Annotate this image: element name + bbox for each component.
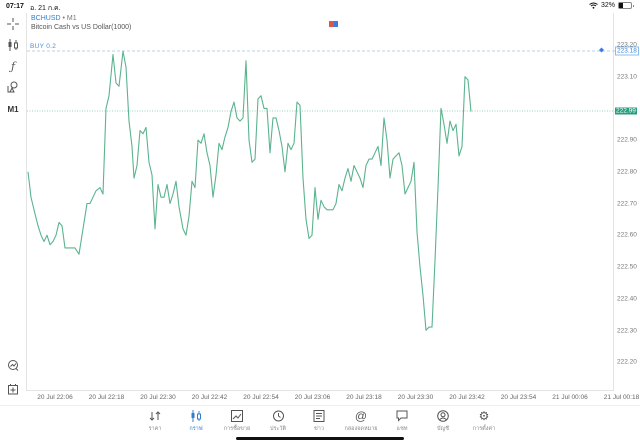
news-icon	[297, 409, 341, 423]
crosshair-icon[interactable]	[4, 15, 22, 33]
tab-label: กราฟ	[189, 426, 203, 432]
buy-marker-icon	[599, 47, 604, 53]
y-axis-label: 222.20	[617, 358, 637, 366]
settings-icon: ⚙	[478, 409, 490, 423]
price-series-line	[27, 50, 472, 331]
buy-position-label[interactable]: BUY 0.2	[30, 43, 57, 50]
x-axis-label: 20 Jul 23:06	[294, 394, 331, 401]
y-axis-label: 222.30	[617, 327, 637, 335]
trade-icon	[215, 409, 259, 423]
x-axis-label: 20 Jul 22:54	[243, 394, 279, 401]
x-axis-label: 21 Jul 00:06	[552, 394, 588, 401]
mailbox-icon: @	[354, 409, 368, 423]
x-axis-label: 20 Jul 22:06	[37, 394, 73, 401]
tab-trade[interactable]: การซื้อขาย	[215, 409, 259, 433]
chart-zoom-icon[interactable]	[4, 356, 22, 374]
tab-chart[interactable]: กราฟ	[174, 409, 218, 433]
x-axis-label: 21 Jul 00:18	[603, 394, 640, 401]
y-axis-label: 223.20	[617, 41, 637, 49]
symbol-header[interactable]: BCHUSD • M1	[31, 15, 77, 22]
time-axis[interactable]: 20 Jul 22:06 20 Jul 22:18 20 Jul 22:30 20 J…	[26, 392, 640, 404]
history-icon	[256, 409, 300, 423]
y-axis-label: 222.70	[617, 200, 637, 208]
home-indicator[interactable]	[236, 437, 404, 440]
tab-label: กล่องจดหมาย	[344, 426, 378, 432]
objects-icon[interactable]	[4, 78, 22, 96]
timeframe-button[interactable]: M1	[7, 104, 19, 114]
x-axis-label: 20 Jul 22:18	[88, 394, 125, 401]
add-chart-icon[interactable]	[4, 380, 22, 398]
status-bar: 07:17 อ. 21 ก.ค. 32%	[0, 0, 640, 13]
tab-label: บัญชี	[437, 426, 449, 432]
tab-label: ราคา	[148, 426, 162, 432]
y-axis-label: 222.80	[617, 168, 637, 176]
symbol-name: BCHUSD	[31, 15, 61, 22]
chat-icon	[380, 409, 424, 423]
price-axis[interactable]: 223.18 222.99 223.20 223.10 222.90 222.80 22…	[614, 13, 640, 391]
tab-label: แชท	[396, 426, 408, 432]
market-hours-icon[interactable]	[329, 21, 338, 27]
x-axis-label: 20 Jul 23:54	[500, 394, 537, 401]
tab-label: ข่าว	[314, 426, 324, 432]
x-axis-label: 20 Jul 22:42	[191, 394, 228, 401]
tab-account[interactable]: บัญชี	[421, 409, 465, 433]
status-time: 07:17	[6, 3, 24, 10]
status-date: อ. 21 ก.ค.	[30, 5, 61, 12]
candlestick-icon[interactable]	[4, 36, 22, 54]
buy-price-tag: 223.18	[615, 46, 639, 56]
x-axis-label: 20 Jul 23:30	[397, 394, 434, 401]
chart-icon	[174, 409, 218, 423]
x-axis-label: 20 Jul 23:18	[346, 394, 382, 401]
left-toolbar: ƒ M1	[0, 13, 26, 405]
symbol-description: Bitcoin Cash vs US Dollar(1000)	[31, 24, 132, 31]
account-icon	[421, 409, 465, 423]
x-axis-label: 20 Jul 22:30	[140, 394, 176, 401]
bottom-tab-bar: ราคา กราฟ การซื้อขาย ประวัติ ข่าว @ กล่อ…	[0, 405, 640, 447]
tab-news[interactable]: ข่าว	[297, 409, 341, 433]
tab-settings[interactable]: ⚙ การตั้งค่า	[462, 409, 506, 433]
y-axis-label: 222.60	[617, 231, 637, 239]
x-axis-label: 20 Jul 23:42	[449, 394, 485, 401]
battery-percent: 32%	[600, 2, 615, 9]
tab-label: การตั้งค่า	[472, 426, 496, 432]
chart-area[interactable]: BCHUSD • M1 Bitcoin Cash vs US Dollar(10…	[26, 13, 615, 391]
tab-history[interactable]: ประวัติ	[256, 409, 300, 433]
y-axis-label: 223.10	[617, 73, 637, 81]
tab-mailbox[interactable]: @ กล่องจดหมาย	[339, 409, 383, 433]
wifi-icon	[589, 2, 598, 9]
quotes-icon	[133, 409, 177, 423]
tab-label: ประวัติ	[269, 426, 287, 432]
function-icon[interactable]: ƒ	[10, 59, 16, 73]
symbol-timeframe: M1	[66, 15, 77, 22]
tab-label: การซื้อขาย	[223, 426, 251, 432]
status-right: 32%	[589, 2, 634, 9]
current-price-tag: 222.99	[615, 107, 637, 115]
tab-quotes[interactable]: ราคา	[133, 409, 177, 433]
y-axis-label: 222.40	[617, 295, 637, 303]
symbol-separator: •	[60, 15, 67, 22]
y-axis-label: 222.50	[617, 263, 637, 271]
price-line-chart	[27, 47, 615, 331]
tab-chat[interactable]: แชท	[380, 409, 424, 433]
y-axis-label: 222.90	[617, 136, 637, 144]
battery-icon	[618, 2, 634, 9]
